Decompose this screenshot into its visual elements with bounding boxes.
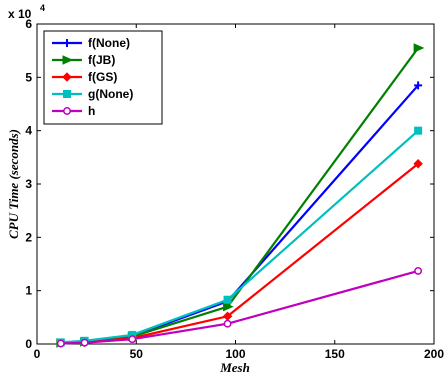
data-point <box>128 335 137 344</box>
legend-label: f(JB) <box>88 53 115 67</box>
legend-item: f(JB) <box>52 53 115 67</box>
series-4 <box>56 266 423 348</box>
y-tick-label: 2 <box>25 230 32 244</box>
y-tick-label: 5 <box>25 70 32 84</box>
y-tick-label: 6 <box>25 17 32 31</box>
legend-label: h <box>88 104 95 118</box>
axis-ticks: 0 50 100 150 200 0 1 2 3 4 5 6 <box>25 17 444 361</box>
data-point <box>223 301 234 312</box>
legend-box <box>43 30 163 125</box>
x-axis-label: Mesh <box>219 360 250 375</box>
x-tick-label: 0 <box>34 347 41 361</box>
legend-label: f(GS) <box>88 70 117 84</box>
series-layer <box>56 43 425 348</box>
data-point <box>413 43 425 53</box>
y-multiplier: x 10 <box>8 7 32 21</box>
data-point <box>414 81 423 90</box>
data-point <box>414 126 423 135</box>
legend-label: g(None) <box>88 87 133 101</box>
legend-marker <box>63 107 71 115</box>
y-tick-label: 1 <box>25 284 32 298</box>
data-point <box>223 319 232 328</box>
x-tick-label: 200 <box>424 347 444 361</box>
legend-item: f(GS) <box>52 70 117 84</box>
legend-marker <box>63 39 71 47</box>
data-point <box>80 338 89 347</box>
legend: f(None) f(JB) f(GS) g(None) h <box>43 30 163 125</box>
legend-marker <box>62 55 74 65</box>
legend-item: f(None) <box>52 36 130 50</box>
x-tick-label: 100 <box>225 347 245 361</box>
legend-marker <box>62 72 72 82</box>
x-tick-label: 150 <box>325 347 345 361</box>
data-point <box>413 159 423 169</box>
data-point <box>56 339 65 348</box>
y-tick-label: 4 <box>25 124 32 138</box>
data-point <box>414 266 423 275</box>
legend-item: g(None) <box>52 87 133 101</box>
x-tick-label: 50 <box>130 347 144 361</box>
y-axis-label: CPU Time (seconds) <box>6 129 21 239</box>
y-tick-label: 3 <box>25 177 32 191</box>
y-tick-label: 0 <box>25 337 32 351</box>
legend-marker <box>63 90 71 98</box>
legend-label: f(None) <box>88 36 130 50</box>
legend-item: h <box>52 104 95 118</box>
data-point <box>223 295 232 304</box>
y-multiplier-exponent: 4 <box>40 3 45 13</box>
